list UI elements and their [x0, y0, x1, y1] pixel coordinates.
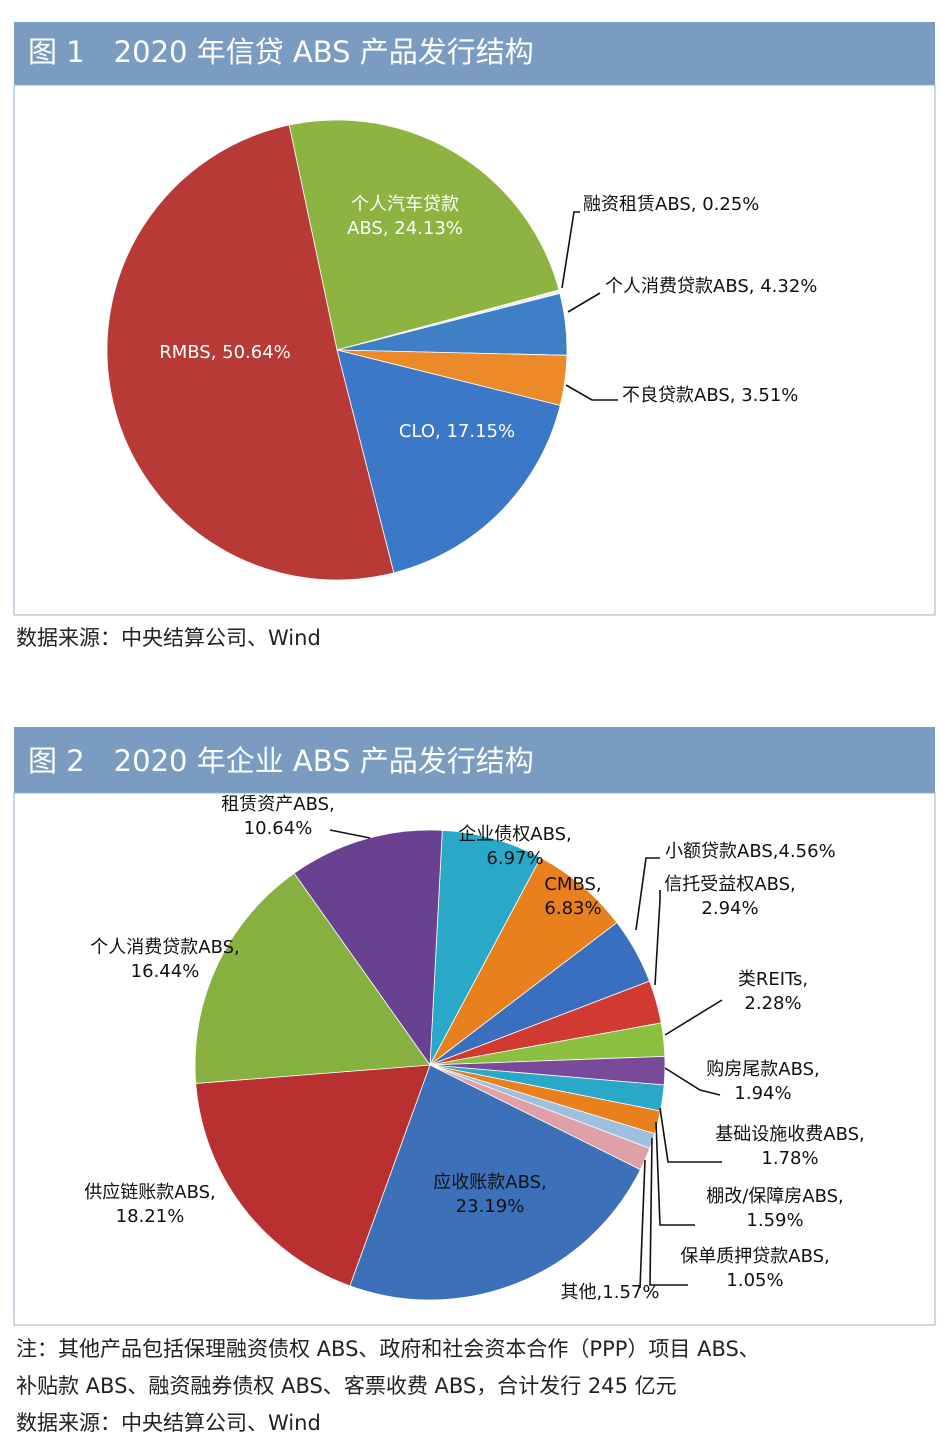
- label-line: 1.94%: [734, 1083, 791, 1104]
- label-line: 其他,1.57%: [561, 1282, 660, 1303]
- label-line: 16.44%: [131, 961, 200, 982]
- label-line: 1.78%: [761, 1148, 818, 1169]
- chart-frame: [13, 792, 936, 1326]
- data-label: 个人消费贷款ABS, 4.32%: [605, 276, 817, 297]
- label-line: 6.83%: [544, 898, 601, 919]
- data-label: 租赁资产ABS, 10.64%: [221, 794, 335, 839]
- data-label: 棚改/保障房ABS, 1.59%: [706, 1186, 844, 1231]
- label-line: 棚改/保障房ABS,: [706, 1186, 844, 1207]
- label-line: 租赁资产ABS,: [221, 794, 335, 815]
- label-line: 18.21%: [116, 1206, 185, 1227]
- header-bar: [14, 727, 935, 793]
- label-line: 应收账款ABS,: [433, 1172, 547, 1193]
- pie-slice: [288, 119, 560, 351]
- pie-slice: [293, 829, 443, 1067]
- chart-title: 图 2 2020 年企业 ABS 产品发行结构: [28, 744, 534, 778]
- label-line: RMBS, 50.64%: [159, 342, 291, 363]
- data-label: 小额贷款ABS,4.56%: [665, 841, 836, 862]
- pie-slice: [195, 1064, 431, 1287]
- chart-title: 图 1 2020 年信贷 ABS 产品发行结构: [28, 35, 534, 69]
- label-line: 2.94%: [701, 898, 758, 919]
- data-label: 不良贷款ABS, 3.51%: [622, 385, 798, 406]
- label-line: 购房尾款ABS,: [706, 1059, 820, 1080]
- leader-lines: [329, 211, 723, 1289]
- label-line: 融资租赁ABS, 0.25%: [583, 194, 759, 215]
- data-label: RMBS, 50.64%: [159, 342, 291, 363]
- label-line: 2.28%: [744, 993, 801, 1014]
- label-line: 个人消费贷款ABS,: [90, 937, 240, 958]
- label-line: 信托受益权ABS,: [664, 874, 796, 895]
- pie-slice: [429, 829, 542, 1066]
- label-line: 不良贷款ABS, 3.51%: [622, 385, 798, 406]
- data-label: CLO, 17.15%: [399, 421, 515, 442]
- label-line: CLO, 17.15%: [399, 421, 515, 442]
- data-label: 购房尾款ABS, 1.94%: [706, 1059, 820, 1104]
- label-line: 23.19%: [456, 1196, 525, 1217]
- label-line: 基础设施收费ABS,: [715, 1124, 865, 1145]
- data-label: 信托受益权ABS, 2.94%: [664, 874, 796, 919]
- pie-slice: [194, 872, 431, 1084]
- pie-slice: [106, 124, 395, 581]
- pie-slice: [336, 349, 561, 574]
- data-label: 个人消费贷款ABS, 16.44%: [90, 937, 240, 982]
- label-line: 1.05%: [726, 1270, 783, 1291]
- data-label: 保单质押贷款ABS, 1.05%: [680, 1246, 830, 1291]
- data-label: 其他,1.57%: [561, 1282, 660, 1303]
- data-label: 类REITs, 2.28%: [738, 969, 808, 1014]
- label-line: 保单质押贷款ABS,: [680, 1246, 830, 1267]
- label-line: 类REITs,: [738, 969, 808, 990]
- source: 数据来源：中央结算公司、Wind: [16, 1411, 321, 1435]
- header-bar: [14, 22, 935, 85]
- data-label: 企业债权ABS, 6.97%: [458, 824, 572, 869]
- data-label: 融资租赁ABS, 0.25%: [583, 194, 759, 215]
- label-line: ABS, 24.13%: [347, 218, 463, 239]
- data-label: 基础设施收费ABS, 1.78%: [715, 1124, 865, 1169]
- data-label: 应收账款ABS, 23.19%: [433, 1172, 547, 1217]
- label-line: 6.97%: [486, 848, 543, 869]
- data-label: CMBS, 6.83%: [544, 874, 601, 919]
- label-line: 个人汽车贷款: [351, 194, 459, 215]
- label-line: 供应链账款ABS,: [84, 1182, 216, 1203]
- label-line: 1.59%: [746, 1210, 803, 1231]
- note: 补贴款 ABS、融资融券债权 ABS、客票收费 ABS，合计发行 245 亿元: [16, 1374, 677, 1398]
- label-line: 个人消费贷款ABS, 4.32%: [605, 276, 817, 297]
- label-line: 企业债权ABS,: [458, 824, 572, 845]
- pie-slice: [349, 1064, 641, 1301]
- note: 注：其他产品包括保理融资债权 ABS、政府和社会资本合作（PPP）项目 ABS、: [16, 1337, 760, 1361]
- label-line: 小额贷款ABS,4.56%: [665, 841, 836, 862]
- source: 数据来源：中央结算公司、Wind: [16, 626, 321, 650]
- label-line: 10.64%: [244, 818, 313, 839]
- label-line: CMBS,: [544, 874, 601, 895]
- data-label: 供应链账款ABS, 18.21%: [84, 1182, 216, 1227]
- data-label: 个人汽车贷款 ABS, 24.13%: [347, 194, 463, 239]
- chart-frame: [13, 84, 936, 616]
